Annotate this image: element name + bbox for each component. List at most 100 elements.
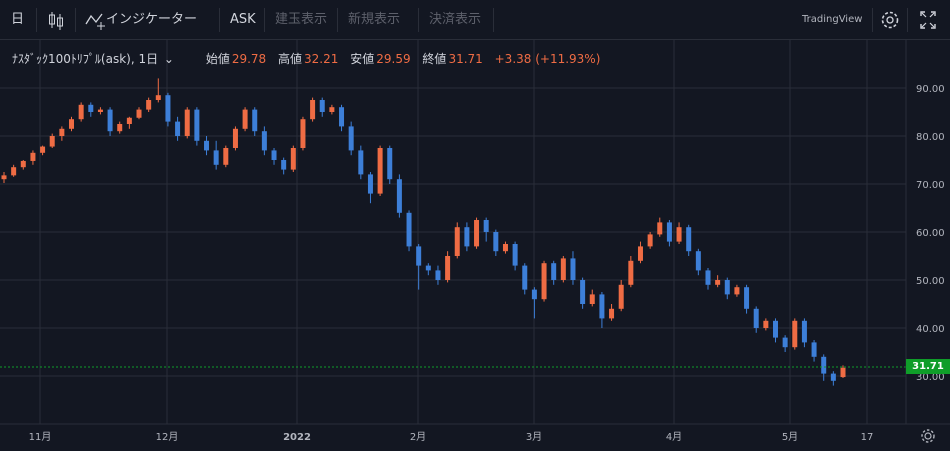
- candle-body: [69, 119, 75, 129]
- candle-body: [97, 109, 103, 112]
- candle-body: [416, 246, 422, 266]
- candle-body: [628, 260, 634, 285]
- candle-body: [126, 117, 132, 124]
- candle-body: [686, 227, 692, 252]
- candle-body: [339, 107, 345, 127]
- candle-body: [146, 100, 152, 110]
- toolbar-divider: [264, 8, 265, 32]
- candle-body: [753, 308, 759, 328]
- candle-body: [117, 124, 123, 132]
- price-axis: 90.00 80.00 70.00 60.00 50.00 40.00 30.00: [916, 84, 945, 383]
- candle-body: [310, 100, 316, 120]
- timeframe-button[interactable]: 日: [11, 12, 25, 27]
- candle-body: [59, 128, 65, 136]
- candle-body: [271, 150, 277, 160]
- time-axis-settings-icon[interactable]: [918, 425, 938, 451]
- candle-body: [541, 263, 547, 300]
- price-tick-label: 80.00: [916, 132, 945, 143]
- toolbar-divider: [36, 8, 37, 32]
- close-value: 31.71: [448, 52, 483, 66]
- candle-body: [165, 95, 171, 122]
- candle-body: [155, 95, 161, 100]
- candle-body: [464, 227, 470, 247]
- candle-body: [580, 280, 586, 304]
- candle-body: [30, 152, 36, 161]
- symbol-label: ﾅｽﾀﾞｯｸ100ﾄﾘﾌﾟﾙ(ask), 1日: [12, 52, 159, 66]
- open-label: 始値: [205, 52, 230, 66]
- candle-body: [49, 136, 55, 147]
- candle-body: [348, 126, 354, 151]
- candle-body: [734, 287, 740, 295]
- candle-body: [474, 220, 480, 247]
- candle-body: [175, 121, 181, 136]
- time-tick-label: 2022: [283, 432, 311, 443]
- candle-body: [319, 100, 325, 112]
- candle-body: [78, 104, 84, 120]
- candle-body: [213, 150, 219, 165]
- candle-body: [252, 109, 258, 132]
- candle-body: [560, 258, 566, 280]
- candle-body: [589, 294, 595, 304]
- symbol-selector[interactable]: ﾅｽﾀﾞｯｸ100ﾄﾘﾌﾟﾙ(ask), 1日 ⌄: [12, 52, 176, 66]
- candle-body: [493, 232, 499, 252]
- price-tick-label: 50.00: [916, 276, 945, 287]
- candle-body: [261, 131, 267, 151]
- candle-body: [512, 244, 518, 266]
- toolbar-divider: [493, 8, 494, 32]
- candle-body: [772, 320, 778, 338]
- candle-body: [502, 244, 508, 252]
- candle-body: [840, 367, 846, 378]
- price-tick-label: 60.00: [916, 228, 945, 239]
- candle-series: [1, 78, 846, 386]
- candle-body: [830, 373, 836, 381]
- candle-body: [454, 227, 460, 256]
- build-position-toggle[interactable]: 建玉表示: [275, 12, 328, 27]
- candle-body: [194, 109, 200, 141]
- candle-body: [300, 119, 306, 148]
- settlement-toggle[interactable]: 決済表示: [429, 12, 482, 27]
- candlestick-chart-type-icon[interactable]: [46, 0, 66, 40]
- toolbar-divider: [418, 8, 419, 32]
- toolbar-divider: [872, 8, 873, 32]
- toolbar-divider: [337, 8, 338, 32]
- toolbar-divider: [907, 8, 908, 32]
- chevron-down-icon: ⌄: [163, 52, 174, 66]
- candle-body: [647, 234, 653, 247]
- candle-body: [396, 179, 402, 213]
- candle-body: [609, 308, 615, 319]
- candle-body: [666, 222, 672, 242]
- candle-body: [821, 356, 827, 374]
- candle-body: [358, 150, 364, 175]
- candle-body: [281, 160, 287, 170]
- time-tick-label: 5月: [782, 431, 798, 443]
- time-tick-label: 17: [861, 432, 874, 443]
- candle-body: [782, 337, 788, 348]
- candle-body: [435, 270, 441, 280]
- candle-body: [425, 265, 431, 271]
- candle-body: [724, 280, 730, 295]
- new-order-toggle[interactable]: 新規表示: [348, 12, 401, 27]
- candle-body: [676, 227, 682, 242]
- candle-body: [290, 148, 296, 170]
- time-tick-label: 4月: [666, 431, 682, 443]
- ohlc-legend: ﾅｽﾀﾞｯｸ100ﾄﾘﾌﾟﾙ(ask), 1日 ⌄ 始値 29.78 高値 32.2…: [12, 50, 608, 67]
- candle-body: [483, 220, 489, 232]
- indicator-button[interactable]: インジケーター: [84, 0, 197, 40]
- settings-gear-icon[interactable]: [879, 0, 901, 40]
- close-label: 終値: [422, 52, 447, 66]
- chart-grid: [0, 40, 906, 424]
- ask-button[interactable]: ASK: [230, 12, 256, 27]
- high-label: 高値: [278, 52, 303, 66]
- fullscreen-icon[interactable]: [918, 0, 938, 40]
- open-value: 29.78: [231, 52, 267, 66]
- candle-body: [522, 265, 528, 290]
- time-tick-label: 2月: [410, 431, 426, 443]
- tradingview-logo: TradingView: [802, 14, 863, 25]
- candle-body: [705, 270, 711, 285]
- candle-body: [136, 109, 142, 118]
- toolbar-divider: [219, 8, 220, 32]
- candle-body: [204, 140, 210, 151]
- candle-body: [232, 128, 238, 148]
- toolbar-divider: [75, 8, 76, 32]
